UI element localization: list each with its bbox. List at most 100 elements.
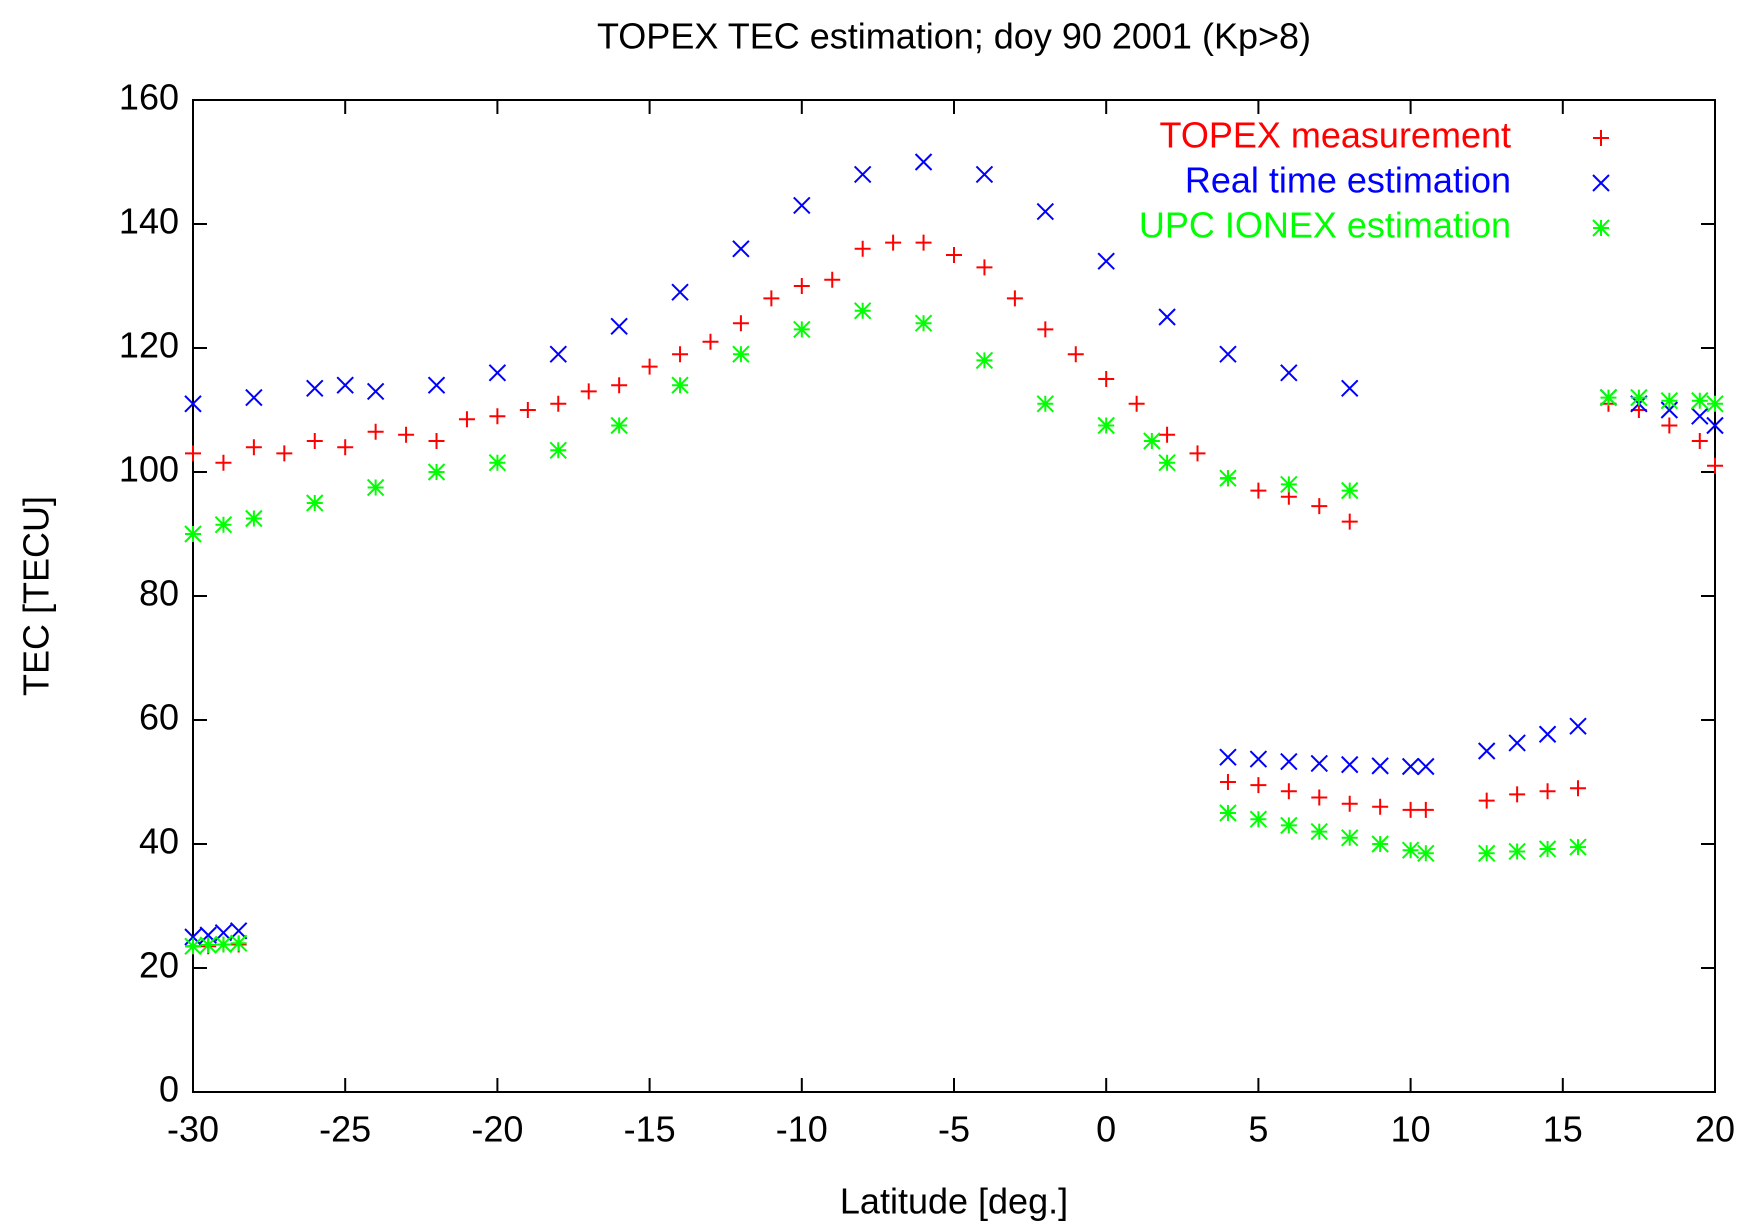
data-point [1341, 513, 1358, 530]
y-tick-label: 120 [119, 325, 179, 366]
data-point [245, 509, 263, 528]
legend-label: TOPEX measurement [1160, 115, 1511, 156]
data-point [946, 247, 962, 263]
data-point [1372, 798, 1389, 815]
data-point [337, 439, 354, 456]
data-point [824, 271, 841, 288]
data-point [672, 346, 689, 363]
legend-label: Real time estimation [1185, 160, 1511, 201]
data-point [1478, 792, 1495, 809]
data-point [1706, 416, 1724, 435]
data-point [1310, 754, 1328, 773]
data-point [1219, 345, 1237, 363]
data-point [215, 454, 232, 471]
data-point [306, 379, 324, 398]
data-point [854, 240, 871, 257]
data-point [1158, 308, 1176, 326]
y-tick-label: 0 [159, 1069, 179, 1110]
data-point [1569, 717, 1587, 735]
data-point [458, 411, 475, 428]
data-point [1189, 445, 1206, 462]
data-point [1691, 391, 1709, 410]
data-point [1311, 789, 1328, 806]
data-point [1037, 321, 1054, 338]
data-point [1477, 844, 1496, 863]
data-point [914, 153, 933, 171]
data-point [1036, 202, 1055, 221]
data-point [519, 402, 536, 418]
data-point [976, 259, 993, 276]
data-point [1097, 416, 1115, 435]
data-point [1371, 757, 1389, 775]
data-point [1006, 290, 1023, 307]
data-point [975, 351, 994, 370]
data-point [428, 433, 445, 449]
data-point [702, 333, 719, 350]
data-point [549, 441, 567, 460]
data-point [1219, 748, 1237, 766]
data-point [398, 426, 415, 443]
data-point [1538, 840, 1557, 858]
data-point [489, 408, 506, 425]
data-point [214, 515, 233, 534]
data-point [276, 445, 293, 462]
data-point [1401, 841, 1420, 859]
data-point [1371, 835, 1389, 853]
data-point [184, 525, 202, 543]
data-point [184, 937, 202, 956]
x-tick-label: -30 [167, 1109, 219, 1150]
data-point [1280, 783, 1297, 800]
data-point [1280, 364, 1298, 382]
data-point [1128, 395, 1145, 412]
data-point [1280, 475, 1298, 494]
data-point [1219, 469, 1237, 487]
data-point [671, 283, 689, 301]
data-point [1509, 786, 1526, 803]
data-point [1570, 780, 1587, 797]
data-point [1417, 757, 1435, 776]
data-point [1341, 481, 1359, 500]
data-point [1159, 426, 1176, 443]
y-tick-label: 60 [139, 697, 179, 738]
data-point [1417, 801, 1434, 818]
data-point [1417, 844, 1435, 863]
y-tick-label: 20 [139, 945, 179, 986]
data-point [853, 165, 872, 184]
legend-marker [1592, 174, 1610, 192]
data-point [1508, 842, 1526, 861]
data-point [580, 383, 597, 400]
data-point [1219, 774, 1236, 790]
x-tick-label: 20 [1695, 1109, 1735, 1150]
data-point [641, 358, 658, 375]
y-tick-label: 140 [119, 201, 179, 242]
data-point [793, 196, 811, 215]
x-tick-label: 15 [1543, 1109, 1583, 1150]
legend-label: UPC IONEX estimation [1139, 205, 1511, 246]
y-tick-label: 100 [119, 449, 179, 490]
data-point [914, 314, 933, 332]
data-point [1539, 783, 1556, 800]
data-point [214, 935, 233, 954]
data-point [1707, 457, 1723, 474]
data-point [1599, 388, 1618, 407]
data-point [1098, 371, 1115, 387]
data-point [1067, 346, 1084, 363]
data-point [367, 423, 384, 440]
data-point [1249, 810, 1268, 828]
x-tick-label: -10 [776, 1109, 828, 1150]
data-point [306, 494, 324, 512]
x-tick-label: 5 [1248, 1109, 1268, 1150]
data-point [229, 934, 248, 952]
data-point [336, 376, 354, 394]
data-point [1249, 750, 1268, 768]
data-point [1508, 734, 1526, 752]
data-point [1569, 838, 1587, 856]
data-point [185, 445, 201, 462]
data-point [1036, 395, 1055, 413]
data-point [611, 377, 628, 394]
data-point [1280, 816, 1298, 835]
legend-marker [1593, 130, 1609, 146]
data-point [1630, 388, 1648, 407]
data-point [366, 382, 385, 401]
x-tick-label: -5 [938, 1109, 970, 1150]
